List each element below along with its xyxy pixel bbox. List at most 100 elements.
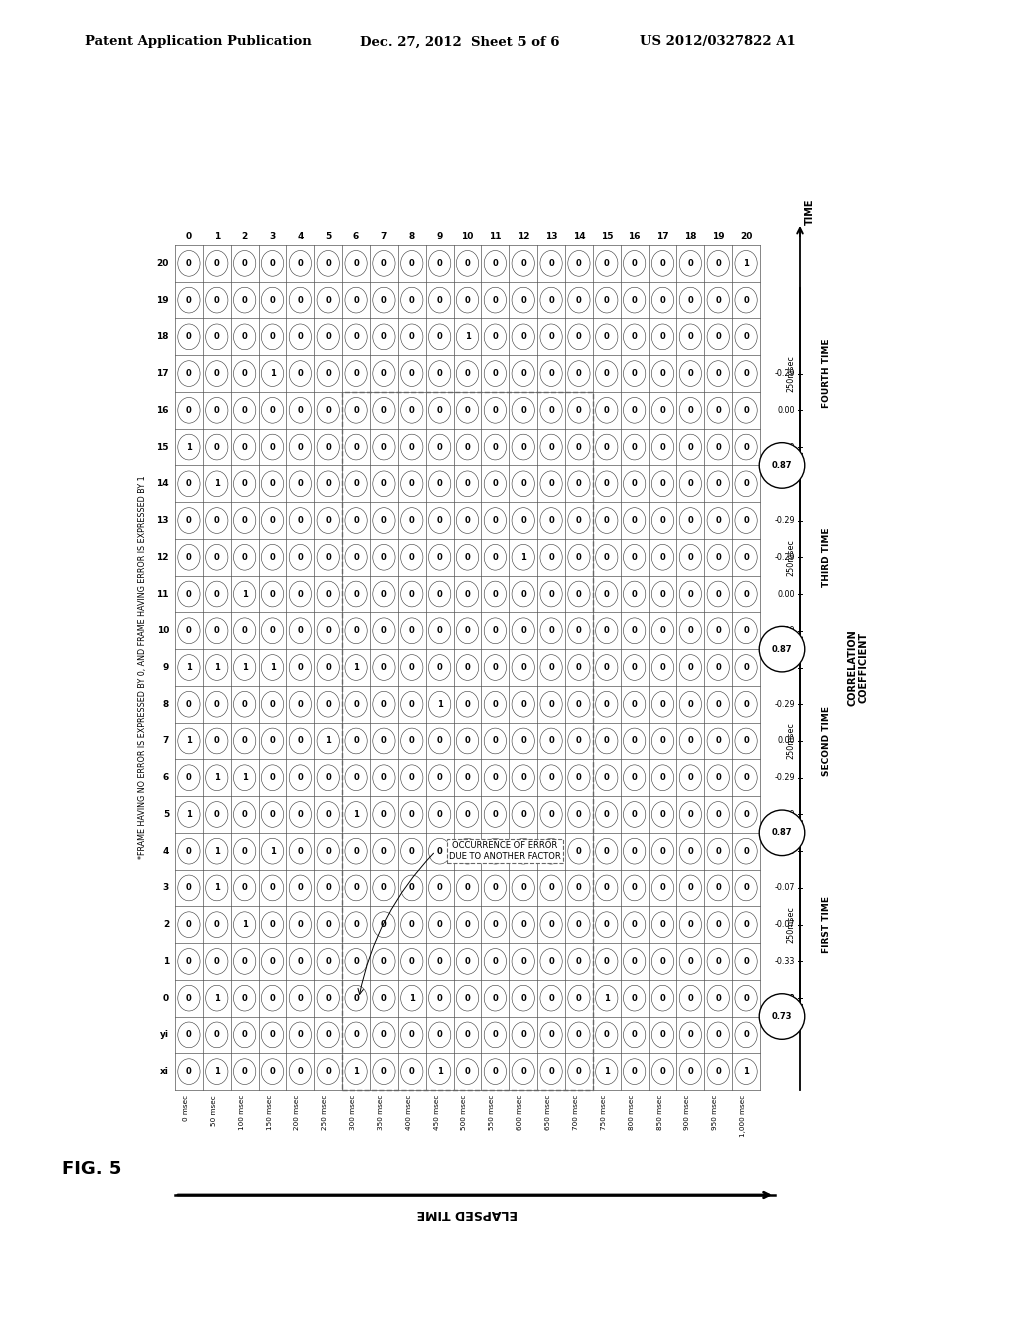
Ellipse shape xyxy=(345,471,368,496)
Ellipse shape xyxy=(428,655,451,680)
Text: 0: 0 xyxy=(326,370,331,378)
Ellipse shape xyxy=(512,434,535,459)
Ellipse shape xyxy=(679,251,701,276)
Text: 0: 0 xyxy=(465,883,470,892)
Ellipse shape xyxy=(651,1022,674,1048)
Text: 0: 0 xyxy=(326,553,331,562)
Text: 0: 0 xyxy=(353,479,359,488)
Text: 0: 0 xyxy=(269,810,275,818)
Text: 0: 0 xyxy=(465,553,470,562)
Text: 0: 0 xyxy=(743,1031,749,1039)
Text: 0: 0 xyxy=(298,920,303,929)
Ellipse shape xyxy=(345,692,368,717)
Text: 0: 0 xyxy=(716,516,721,525)
Ellipse shape xyxy=(596,288,617,313)
Text: 0: 0 xyxy=(493,957,499,966)
Ellipse shape xyxy=(373,397,395,424)
Text: 0: 0 xyxy=(465,810,470,818)
Text: 0: 0 xyxy=(437,626,442,635)
Text: 0: 0 xyxy=(242,810,248,818)
Text: 1: 1 xyxy=(242,774,248,783)
Ellipse shape xyxy=(178,251,200,276)
Text: 0: 0 xyxy=(381,810,387,818)
Circle shape xyxy=(759,627,805,672)
Text: 0: 0 xyxy=(242,994,248,1003)
Text: 0: 0 xyxy=(326,883,331,892)
Text: 900 msec: 900 msec xyxy=(684,1096,690,1130)
Text: 0: 0 xyxy=(298,259,303,268)
Text: 0: 0 xyxy=(326,590,331,598)
Ellipse shape xyxy=(457,985,478,1011)
Ellipse shape xyxy=(596,1059,617,1085)
Text: 0: 0 xyxy=(409,663,415,672)
Ellipse shape xyxy=(345,434,368,459)
Ellipse shape xyxy=(233,581,256,607)
Ellipse shape xyxy=(484,508,507,533)
Ellipse shape xyxy=(317,1022,339,1048)
Text: Patent Application Publication: Patent Application Publication xyxy=(85,36,311,49)
Text: 0: 0 xyxy=(353,553,359,562)
Text: 0: 0 xyxy=(493,626,499,635)
Ellipse shape xyxy=(512,875,535,900)
Ellipse shape xyxy=(735,949,757,974)
Ellipse shape xyxy=(679,544,701,570)
Ellipse shape xyxy=(567,618,590,644)
Text: 0: 0 xyxy=(632,405,638,414)
Ellipse shape xyxy=(428,360,451,387)
Text: 0: 0 xyxy=(381,737,387,746)
Text: 0: 0 xyxy=(577,553,582,562)
Text: 0: 0 xyxy=(632,846,638,855)
Ellipse shape xyxy=(373,618,395,644)
Text: 1.00: 1.00 xyxy=(777,994,795,1003)
Ellipse shape xyxy=(261,1059,284,1085)
Text: OCCURRENCE OF ERROR
DUE TO ANOTHER FACTOR: OCCURRENCE OF ERROR DUE TO ANOTHER FACTO… xyxy=(450,841,561,861)
Ellipse shape xyxy=(735,434,757,459)
Text: 0: 0 xyxy=(326,516,331,525)
Ellipse shape xyxy=(567,581,590,607)
Ellipse shape xyxy=(428,323,451,350)
Ellipse shape xyxy=(679,618,701,644)
Text: 0: 0 xyxy=(493,883,499,892)
Ellipse shape xyxy=(651,912,674,937)
Ellipse shape xyxy=(317,544,339,570)
Text: 0: 0 xyxy=(716,700,721,709)
Ellipse shape xyxy=(735,655,757,680)
Text: 150 msec: 150 msec xyxy=(266,1096,272,1130)
Ellipse shape xyxy=(735,692,757,717)
Ellipse shape xyxy=(317,655,339,680)
Ellipse shape xyxy=(735,1059,757,1085)
Ellipse shape xyxy=(540,581,562,607)
Text: 0: 0 xyxy=(743,737,749,746)
Ellipse shape xyxy=(651,471,674,496)
Ellipse shape xyxy=(567,360,590,387)
Ellipse shape xyxy=(400,655,423,680)
Text: 0: 0 xyxy=(437,737,442,746)
Text: 0: 0 xyxy=(381,479,387,488)
Ellipse shape xyxy=(457,581,478,607)
Text: 14: 14 xyxy=(157,479,169,488)
Text: 0: 0 xyxy=(716,479,721,488)
Text: 0: 0 xyxy=(269,333,275,342)
Ellipse shape xyxy=(233,729,256,754)
Text: 0: 0 xyxy=(326,663,331,672)
Ellipse shape xyxy=(651,655,674,680)
Text: 0: 0 xyxy=(214,590,220,598)
Text: 0: 0 xyxy=(326,1067,331,1076)
Text: 1: 1 xyxy=(242,663,248,672)
Text: 0: 0 xyxy=(493,442,499,451)
Text: 2: 2 xyxy=(163,920,169,929)
Ellipse shape xyxy=(679,764,701,791)
Text: 0: 0 xyxy=(716,920,721,929)
Ellipse shape xyxy=(540,434,562,459)
Text: 0: 0 xyxy=(577,883,582,892)
Ellipse shape xyxy=(178,471,200,496)
Ellipse shape xyxy=(540,655,562,680)
Text: 0: 0 xyxy=(465,920,470,929)
Text: 0: 0 xyxy=(242,370,248,378)
Text: 19: 19 xyxy=(712,232,725,242)
Ellipse shape xyxy=(400,801,423,828)
Text: 0: 0 xyxy=(326,846,331,855)
Text: 0: 0 xyxy=(269,516,275,525)
Text: 0: 0 xyxy=(716,663,721,672)
Text: 0: 0 xyxy=(493,405,499,414)
